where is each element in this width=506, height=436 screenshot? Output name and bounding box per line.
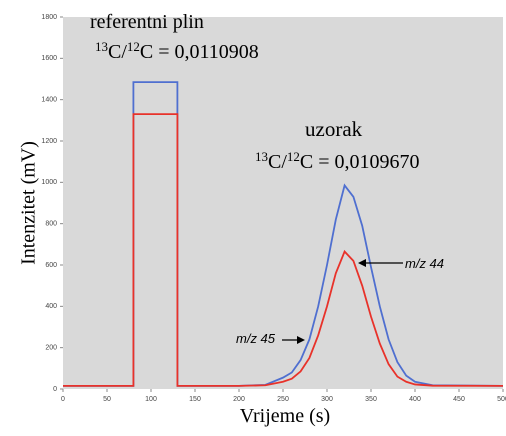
x-tick-label: 150: [189, 396, 201, 403]
y-axis-label: Intenzitet (mV): [18, 141, 40, 265]
x-tick-label: 100: [145, 396, 157, 403]
superscript: 12: [287, 149, 300, 164]
x-tick-label: 400: [409, 396, 421, 403]
x-tick-label: 200: [233, 396, 245, 403]
y-tick-label: 200: [45, 345, 57, 352]
annotation: referentni plin: [90, 11, 204, 33]
series-label: m/z 44: [405, 256, 444, 271]
y-tick-label: 0: [53, 386, 57, 393]
y-tick-label: 400: [45, 303, 57, 310]
annotation-text: C/: [268, 151, 287, 173]
superscript: 13: [255, 149, 268, 164]
series-name: m/z 45: [236, 331, 276, 346]
x-tick-label: 300: [321, 396, 333, 403]
annotation: 13C/12C = 0,0109670: [255, 149, 420, 173]
series-name: m/z 44: [405, 256, 444, 271]
x-tick-label: 50: [103, 396, 111, 403]
y-tick-label: 1600: [41, 55, 57, 62]
y-tick-label: 800: [45, 221, 57, 228]
x-tick-label: 350: [365, 396, 377, 403]
x-tick-label: 0: [61, 396, 65, 403]
series-line: [63, 113, 504, 387]
y-tick-label: 1800: [41, 14, 57, 21]
superscript: 13: [95, 39, 108, 54]
y-tick-label: 1200: [41, 138, 57, 145]
series-label: m/z 45: [236, 331, 276, 346]
annotation-text: C/: [108, 41, 127, 63]
annotation: uzorak: [305, 117, 363, 141]
y-tick-label: 600: [45, 262, 57, 269]
superscript: 12: [127, 39, 140, 54]
x-tick-label: 450: [453, 396, 465, 403]
x-tick-label: 250: [277, 396, 289, 403]
x-axis-label: Vrijeme (s): [240, 405, 330, 427]
annotation-text: C = 0,0110908: [140, 41, 259, 63]
annotation: 13C/12C = 0,0110908: [95, 39, 259, 63]
annotation-text: C = 0,0109670: [300, 151, 420, 173]
x-tick-label: 500: [497, 396, 506, 403]
arrowhead: [297, 336, 305, 344]
plot-area: [63, 17, 503, 389]
y-tick-label: 1400: [41, 97, 57, 104]
arrowhead: [358, 259, 366, 267]
y-tick-label: 1000: [41, 179, 57, 186]
